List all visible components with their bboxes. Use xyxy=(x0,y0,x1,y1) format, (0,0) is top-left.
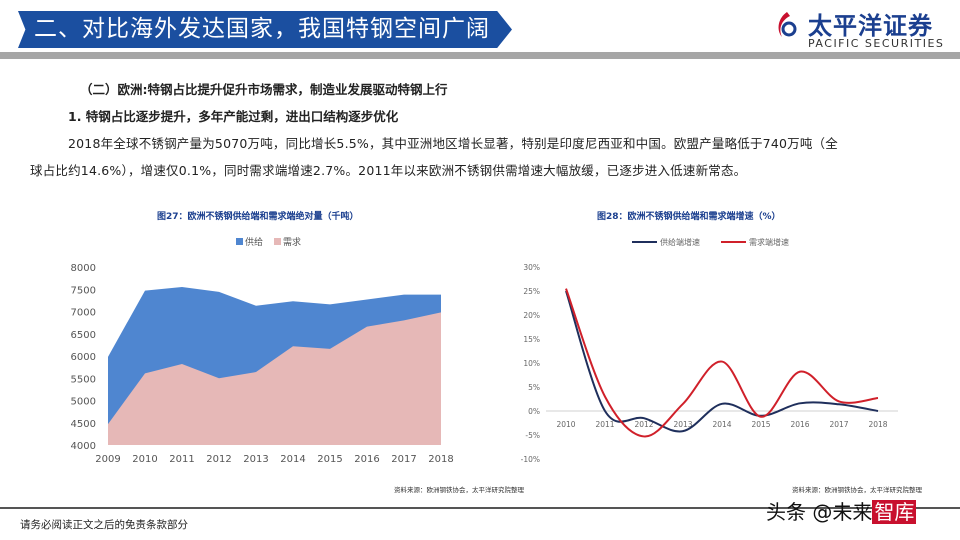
paragraph-line-2: 球占比约14.6%），增速仅0.1%，同时需求端增速2.7%。2011年以来欧洲… xyxy=(30,163,747,178)
line-supply-growth xyxy=(565,290,879,433)
slide-title-banner: 二、对比海外发达国家，我国特钢空间广阔 xyxy=(18,11,512,48)
legend-label: 需求 xyxy=(283,236,301,248)
x-tick-label: 2014 xyxy=(280,454,305,465)
logo-text: 太平洋证券 xyxy=(808,12,933,40)
x-tick-label: 2012 xyxy=(634,420,653,429)
y-tick-label: -10% xyxy=(521,455,540,464)
chart28-source: 资料来源：欧洲钢铁协会，太平洋研究院整理 xyxy=(792,486,922,494)
line-demand-growth xyxy=(565,288,879,438)
y-tick-label: -5% xyxy=(525,431,540,440)
x-tick-label: 2017 xyxy=(391,454,416,465)
pacific-securities-logo-icon xyxy=(778,12,797,37)
charts-canvas: 4000 4500 5000 5500 6000 6500 7000 7500 8000 2009… xyxy=(71,236,898,465)
section-heading: （二）欧洲:特钢占比提升促升市场需求，制造业发展驱动特钢上行 xyxy=(80,82,448,97)
footer-divider xyxy=(0,507,960,509)
x-tick-label: 2015 xyxy=(317,454,342,465)
x-tick-label: 2009 xyxy=(95,454,120,465)
y-tick-label: 0% xyxy=(528,407,540,416)
logo-subtext: PACIFIC SECURITIES xyxy=(808,37,945,50)
x-tick-label: 2014 xyxy=(712,420,731,429)
watermark-red-text: 智库 xyxy=(872,500,917,524)
y-tick-label: 10% xyxy=(523,359,540,368)
header-divider xyxy=(0,52,960,59)
x-tick-label: 2013 xyxy=(243,454,268,465)
legend-swatch xyxy=(236,238,243,245)
y-tick-label: 30% xyxy=(523,263,540,272)
disclaimer-text: 请务必阅读正文之后的免责条款部分 xyxy=(20,519,188,531)
x-tick-label: 2016 xyxy=(790,420,809,429)
chart27-title: 图27：欧洲不锈钢供给端和需求端绝对量（千吨） xyxy=(157,212,359,222)
y-tick-label: 7500 xyxy=(71,285,96,296)
y-tick-label: 15% xyxy=(523,335,540,344)
y-tick-label: 7000 xyxy=(71,308,96,319)
x-tick-label: 2017 xyxy=(829,420,848,429)
paragraph-line-1: 2018年全球不锈钢产量为5070万吨，同比增长5.5%，其中亚洲地区增长显著，… xyxy=(68,136,838,151)
x-tick-label: 2011 xyxy=(169,454,194,465)
x-tick-label: 2015 xyxy=(751,420,770,429)
subsection-heading: 1. 特钢占比逐步提升，多年产能过剩，进出口结构逐步优化 xyxy=(68,109,399,124)
x-tick-label: 2016 xyxy=(354,454,379,465)
y-tick-label: 20% xyxy=(523,311,540,320)
chart27-source: 资料来源：欧洲钢铁协会，太平洋研究院整理 xyxy=(394,486,524,494)
x-tick-label: 2018 xyxy=(868,420,887,429)
y-tick-label: 4000 xyxy=(71,441,96,452)
y-tick-label: 5000 xyxy=(71,397,96,408)
area-demand xyxy=(108,312,441,445)
legend-swatch xyxy=(274,238,281,245)
legend-label: 需求端增速 xyxy=(749,237,789,247)
y-tick-label: 25% xyxy=(523,287,540,296)
y-tick-label: 4500 xyxy=(71,419,96,430)
legend-label: 供给 xyxy=(245,236,263,248)
legend-label: 供给端增速 xyxy=(660,237,700,247)
x-tick-label: 2013 xyxy=(673,420,692,429)
y-tick-label: 5% xyxy=(528,383,540,392)
y-tick-label: 8000 xyxy=(71,263,96,274)
y-tick-label: 5500 xyxy=(71,374,96,385)
x-tick-label: 2011 xyxy=(595,420,614,429)
watermark: 头条 @未来 智库 xyxy=(766,496,917,525)
chart28-title: 图28：欧洲不锈钢供给端和需求端增速（%） xyxy=(597,212,781,222)
watermark-text: 头条 @未来 xyxy=(766,500,873,524)
x-tick-label: 2010 xyxy=(556,420,575,429)
y-tick-label: 6000 xyxy=(71,352,96,363)
x-tick-label: 2018 xyxy=(428,454,453,465)
x-tick-label: 2012 xyxy=(206,454,231,465)
x-tick-label: 2010 xyxy=(132,454,157,465)
y-tick-label: 6500 xyxy=(71,330,96,341)
